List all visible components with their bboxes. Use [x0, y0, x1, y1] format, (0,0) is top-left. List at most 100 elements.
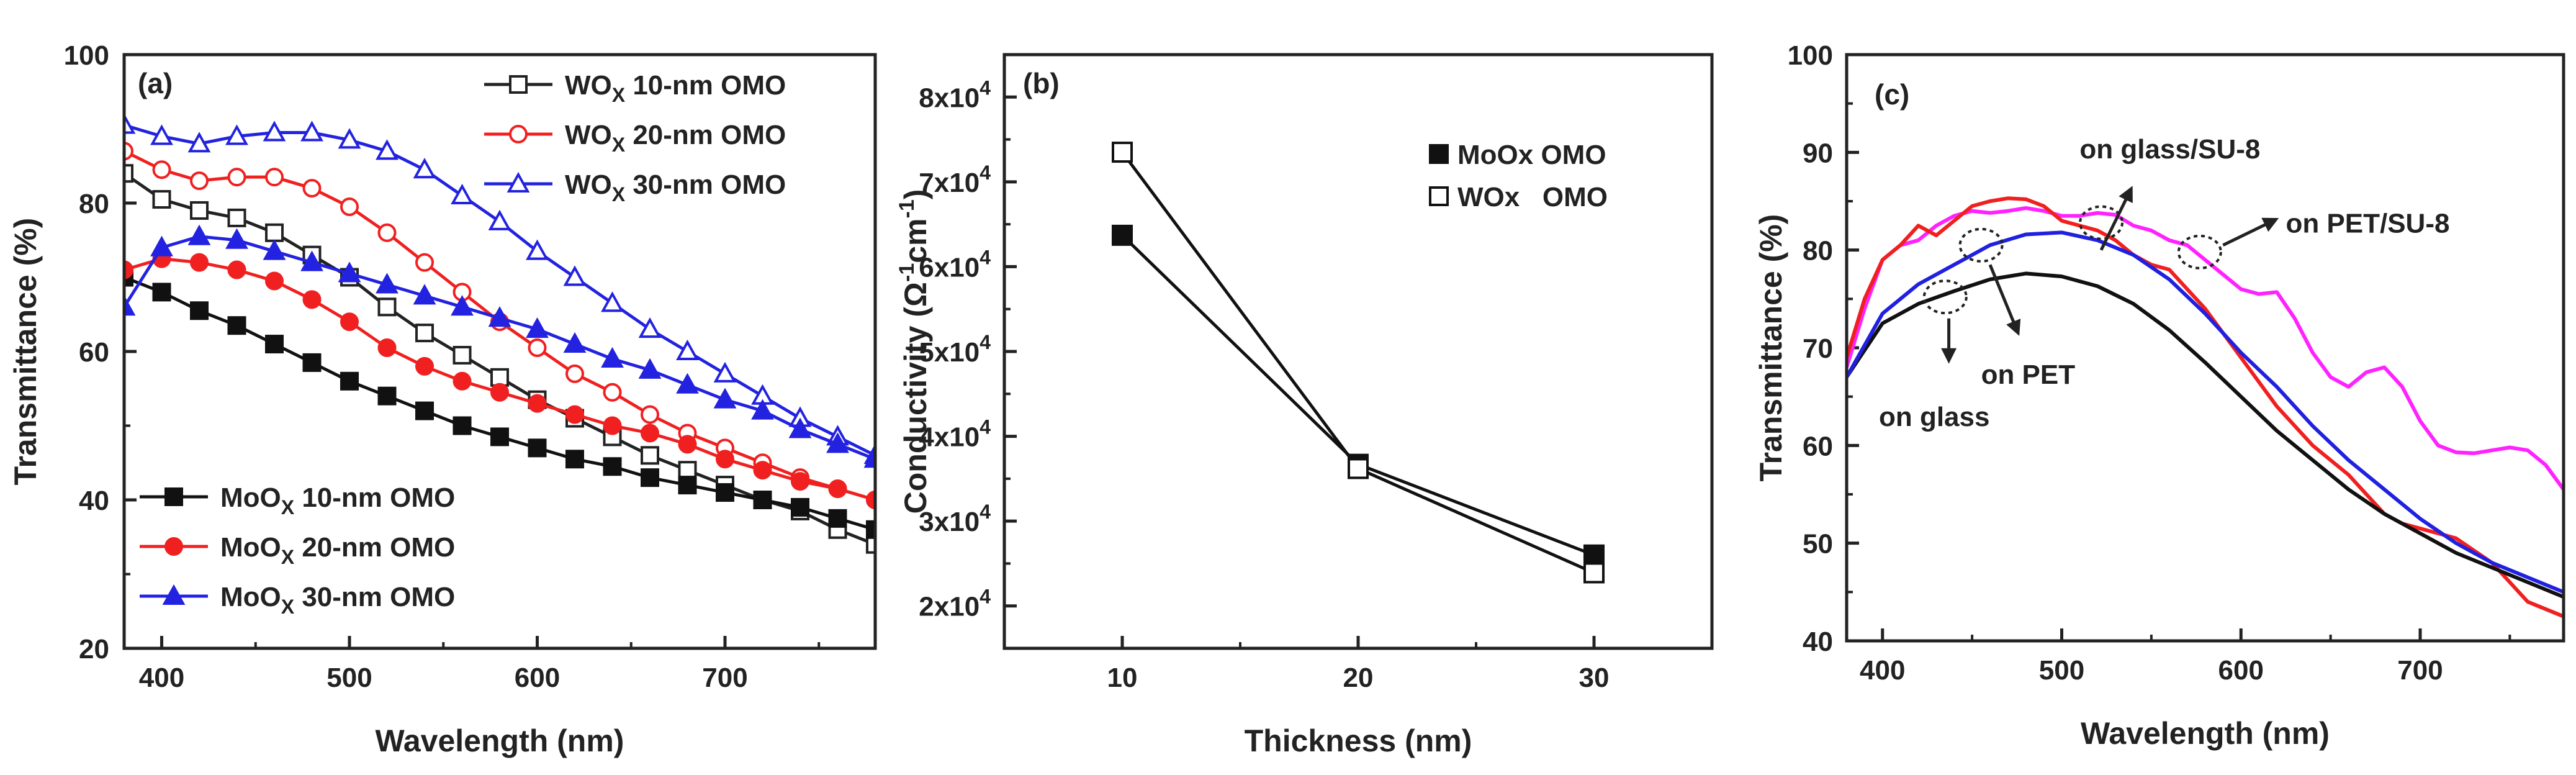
series-line — [1120, 151, 1595, 574]
annotation-circle — [1958, 227, 2004, 263]
legend-text: 30-nm OMO — [625, 170, 786, 200]
data-point — [601, 347, 624, 368]
data-point — [415, 253, 434, 272]
data-point — [678, 435, 697, 454]
data-point — [451, 295, 474, 316]
annotation-arrow — [2222, 217, 2279, 247]
legend-marker — [509, 125, 528, 143]
data-point — [190, 301, 209, 320]
data-point — [488, 209, 511, 230]
y-tick-label: 70 — [1803, 333, 1833, 364]
panel-b: 10 20 302x1043x1044x1045x1046x1047x1048x10… — [895, 67, 1713, 758]
data-point — [828, 479, 847, 499]
data-point — [265, 335, 284, 354]
y-tick-mantissa: 2 — [919, 592, 934, 622]
data-point — [225, 228, 248, 249]
data-point — [187, 132, 211, 153]
legend-subscript: X — [281, 496, 295, 519]
data-point — [716, 483, 734, 502]
legend-label: WOX 30-nm OMO — [565, 170, 786, 206]
legend-subscript: X — [612, 134, 626, 156]
data-point — [638, 317, 662, 338]
data-point — [340, 312, 359, 332]
data-point — [302, 290, 322, 309]
data-point — [751, 399, 774, 420]
legend-marker — [164, 537, 183, 556]
data-point — [227, 260, 246, 279]
data-point — [300, 120, 323, 142]
legend-marker — [164, 487, 183, 506]
panel-label: (c) — [1875, 78, 1909, 111]
x-tick-label: 700 — [702, 663, 747, 693]
data-point — [713, 388, 737, 409]
legend-label: WOX 20-nm OMO — [565, 120, 786, 156]
y-tick-label: 40 — [79, 486, 109, 516]
data-point — [338, 128, 361, 149]
data-point — [826, 432, 849, 453]
y-tick-exponent: 4 — [980, 331, 991, 353]
x-axis-label: Thickness (nm) — [1245, 723, 1472, 758]
panel-a-frame — [122, 53, 877, 650]
data-point — [565, 364, 584, 383]
data-point — [490, 427, 509, 446]
data-point — [866, 491, 875, 509]
y-axis-label-part: cm — [898, 218, 933, 263]
y-tick-exponent: 4 — [980, 586, 991, 608]
y-tick-exponent: 4 — [980, 161, 991, 184]
data-point — [227, 168, 246, 187]
data-point — [225, 124, 248, 145]
panel-label: (a) — [138, 67, 173, 99]
y-tick-mantissa: 6 — [919, 252, 934, 283]
data-point — [451, 183, 474, 205]
annotation-label: on PET/SU-8 — [2286, 208, 2449, 238]
data-point — [124, 164, 133, 183]
panel-c: 400 500 600 700 40 50 60 70 80 90 100 Wavelength (n… — [1754, 40, 2564, 751]
series-line — [1121, 234, 1595, 557]
y-axis-label-part: Conductivity ( — [898, 307, 933, 514]
data-point — [676, 339, 699, 360]
data-point — [641, 424, 659, 443]
legend-label: MoOX 30-nm OMO — [220, 582, 455, 618]
data-point — [1112, 224, 1133, 246]
legend-text: WO — [565, 120, 612, 150]
data-point — [190, 171, 209, 191]
annotation-label: on glass/SU-8 — [2079, 134, 2260, 165]
y-tick-label: 60 — [1803, 431, 1833, 461]
y-axis-label-part: -1 — [895, 263, 919, 282]
data-point — [453, 345, 472, 365]
data-point — [263, 239, 286, 260]
y-tick-label: 8x104 — [919, 76, 991, 113]
data-point — [377, 386, 397, 406]
data-point — [150, 124, 173, 145]
data-point — [603, 457, 622, 476]
x-tick-label: 500 — [327, 663, 372, 693]
data-point — [415, 356, 434, 376]
data-point — [227, 208, 246, 227]
y-tick-label: 90 — [1803, 138, 1833, 168]
x-tick-label: 400 — [1860, 655, 1905, 686]
data-point — [338, 261, 361, 283]
data-point — [528, 438, 547, 458]
series-line — [1847, 271, 2564, 599]
data-point — [1583, 544, 1605, 566]
legend-text: 20-nm OMO — [625, 120, 786, 150]
x-tick-label: 10 — [1107, 663, 1138, 693]
data-point — [152, 283, 171, 302]
y-tick-label: 80 — [1803, 236, 1833, 266]
legend-text: WO — [565, 70, 612, 101]
x-tick-label: 600 — [2218, 655, 2264, 686]
legend-text: MoO — [220, 582, 281, 612]
x-axis-label: Wavelength (nm) — [376, 723, 624, 758]
data-point — [1112, 142, 1133, 163]
legend-text: 30-nm OMO — [294, 582, 455, 612]
data-point — [377, 338, 397, 358]
data-point — [152, 190, 171, 209]
y-axis-label-part: ) — [898, 189, 933, 200]
data-point — [565, 405, 584, 424]
legend-label: WOX 10-nm OMO — [565, 70, 786, 106]
data-point — [152, 160, 171, 179]
y-tick-mantissa: 3 — [919, 507, 934, 537]
data-point — [603, 383, 622, 402]
legend-label: MoOX 20-nm OMO — [220, 532, 455, 568]
series-line — [1847, 230, 2564, 594]
